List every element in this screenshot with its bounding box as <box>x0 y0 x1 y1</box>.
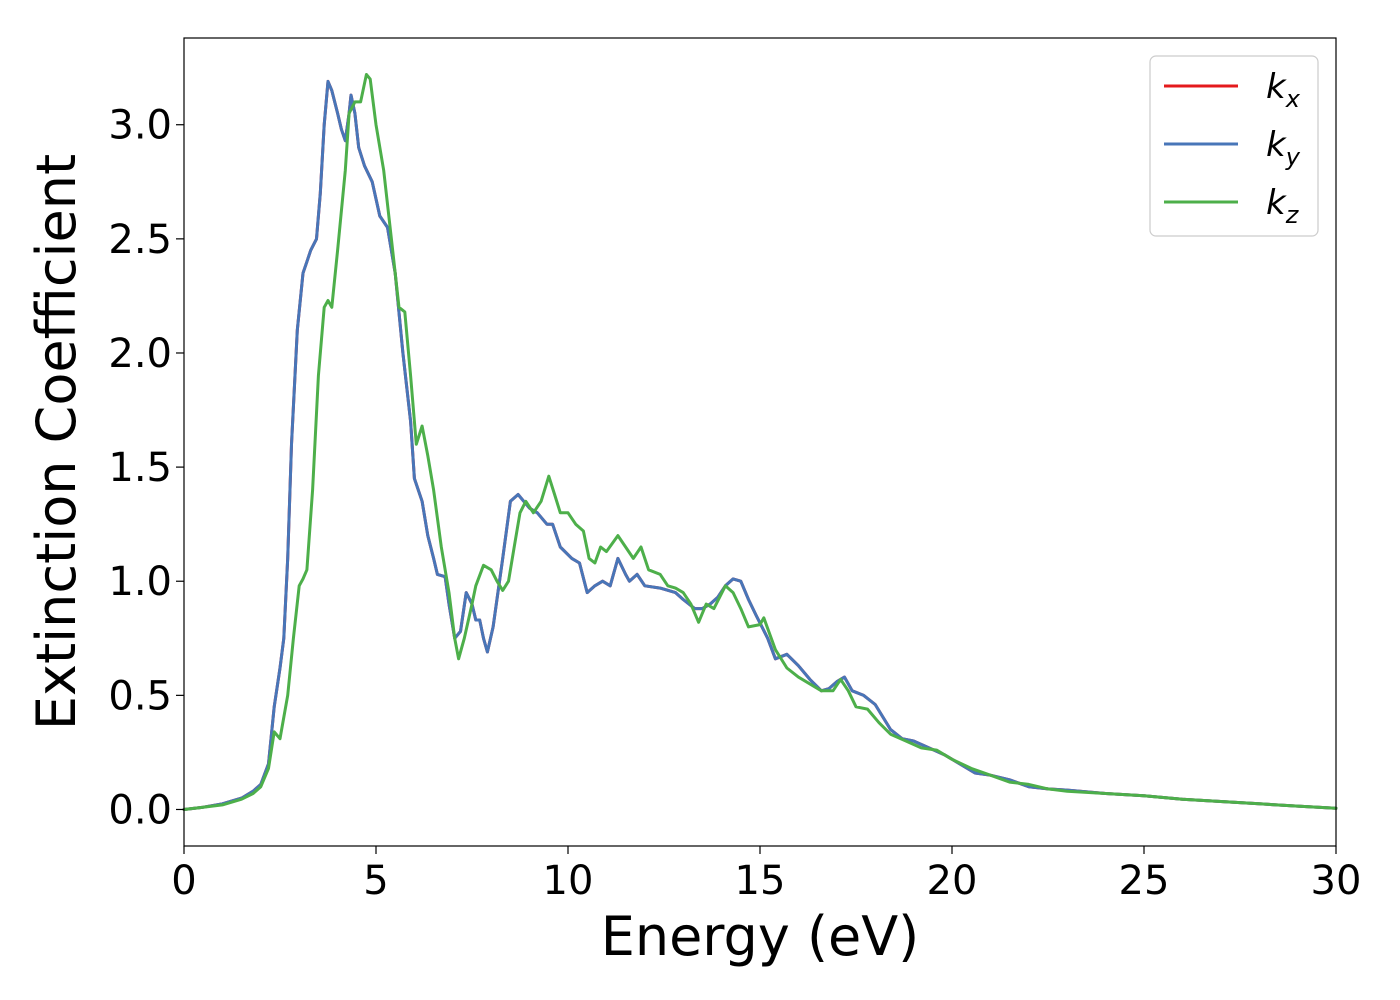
legend-frame <box>1149 55 1319 237</box>
y-tick-label: 0.5 <box>108 673 172 719</box>
x-tick-label: 0 <box>171 858 196 904</box>
y-tick-label: 1.0 <box>108 559 172 605</box>
x-axis-label: Energy (eV) <box>601 905 920 968</box>
x-tick-label: 5 <box>363 858 388 904</box>
x-tick-label: 10 <box>543 858 594 904</box>
x-tick-label: 30 <box>1311 858 1362 904</box>
y-axis-ticks: 0.0 0.5 1.0 1.5 2.0 2.5 3.0 <box>108 103 184 833</box>
y-axis-label: Extinction Coefficient <box>25 154 88 730</box>
series-line-k-z <box>182 73 1338 811</box>
y-tick-label: 0.0 <box>108 787 172 833</box>
x-tick-label: 20 <box>927 858 978 904</box>
y-tick-label: 2.5 <box>108 217 172 263</box>
series-line-k-y <box>182 79 1338 811</box>
x-tick-label: 25 <box>1119 858 1170 904</box>
series-layer <box>182 73 1338 811</box>
x-tick-label: 15 <box>735 858 786 904</box>
x-axis-ticks: 0 5 10 15 20 25 30 <box>171 846 1361 904</box>
y-tick-label: 3.0 <box>108 103 172 149</box>
y-tick-label: 1.5 <box>108 445 172 491</box>
plot-area <box>184 38 1336 846</box>
y-tick-label: 2.0 <box>108 331 172 377</box>
